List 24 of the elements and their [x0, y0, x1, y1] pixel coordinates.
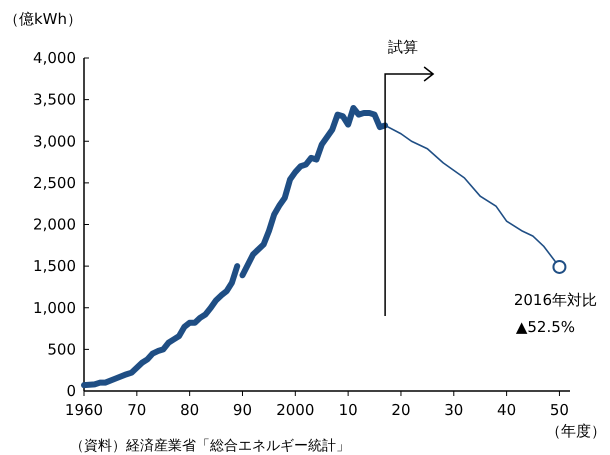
y-tick-label: 2,000	[33, 216, 76, 234]
y-tick-label: 500	[47, 340, 76, 358]
y-tick-label: 4,000	[33, 49, 76, 67]
x-tick-label: 50	[550, 401, 569, 419]
annotation: 2016年対比 ▲52.5%	[514, 290, 598, 336]
x-tick-label: 20	[391, 401, 411, 419]
x-tick-label: 1960	[64, 401, 104, 419]
text: （資料）経済産業省「総合エネルギー統計」	[70, 438, 350, 454]
y-tick-label: 0	[66, 382, 76, 400]
x-tick-label: 30	[444, 401, 464, 419]
y-tick-label: 1,500	[33, 257, 76, 276]
x-axis-title: （年度）	[546, 422, 606, 440]
y-tick-label: 3,000	[33, 132, 76, 150]
x-tick-label: 2000	[276, 401, 314, 419]
x-tick-label: 90	[232, 401, 252, 419]
y-tick-label: 1,000	[33, 298, 76, 317]
y-tick-label: 2,500	[33, 174, 76, 192]
x-tick-label: 80	[180, 401, 200, 419]
y-tick-label: 3,500	[33, 90, 76, 109]
ref-line-label: 試算	[388, 38, 418, 56]
x-tick-label: 40	[497, 401, 516, 419]
y-axis-title: （億kWh）	[4, 10, 82, 28]
x-tick-label: 10	[338, 401, 358, 419]
x-tick-label: 70	[127, 401, 146, 419]
